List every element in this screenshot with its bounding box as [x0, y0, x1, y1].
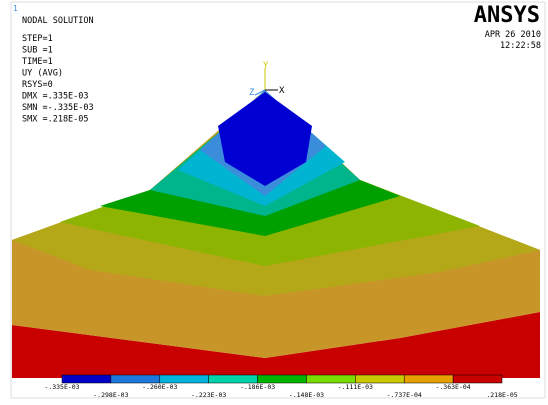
- legend-swatch: [306, 375, 355, 383]
- ansys-window: Y Z X 1 NODAL SOLUTION STEP=1 SUB =1TIME=…: [0, 0, 548, 401]
- legend-swatch: [355, 375, 404, 383]
- legend-label: -.363E-04: [435, 383, 470, 391]
- legend-swatch: [62, 375, 111, 383]
- ansys-logo: ANSYS: [474, 3, 540, 28]
- triad-x-label: X: [279, 86, 285, 96]
- legend-label: -.148E-03: [289, 391, 324, 399]
- info-line: SUB =1: [22, 46, 53, 56]
- legend-label: -.186E-03: [240, 383, 275, 391]
- legend-swatch: [209, 375, 258, 383]
- legend-label: .218E-05: [486, 391, 517, 399]
- info-line: STEP=1: [22, 34, 53, 44]
- legend-label: -.737E-04: [387, 391, 422, 399]
- triad-y-label: Y: [263, 61, 269, 71]
- legend-swatch: [160, 375, 209, 383]
- info-line: UY (AVG): [22, 69, 63, 79]
- legend-label: -.298E-03: [93, 391, 128, 399]
- info-line: TIME=1: [22, 57, 53, 67]
- legend-label: -.335E-03: [44, 383, 79, 391]
- legend-swatch: [258, 375, 307, 383]
- info-line: SMN =-.335E-03: [22, 103, 94, 113]
- date: APR 26 2010: [485, 30, 541, 40]
- legend-label: -.111E-03: [338, 383, 373, 391]
- info-line: RSYS=0: [22, 80, 53, 90]
- legend-swatch: [404, 375, 453, 383]
- legend-swatch: [111, 375, 160, 383]
- info-line: SMX =.218E-05: [22, 115, 89, 125]
- triad-z-label: Z: [249, 88, 255, 98]
- info-line: DMX =.335E-03: [22, 92, 89, 102]
- legend-label: -.260E-03: [142, 383, 177, 391]
- time: 12:22:58: [500, 41, 541, 51]
- legend-label: -.223E-03: [191, 391, 226, 399]
- window-number: 1: [13, 4, 18, 13]
- plot-title: NODAL SOLUTION: [22, 16, 94, 26]
- legend-swatch: [453, 375, 502, 383]
